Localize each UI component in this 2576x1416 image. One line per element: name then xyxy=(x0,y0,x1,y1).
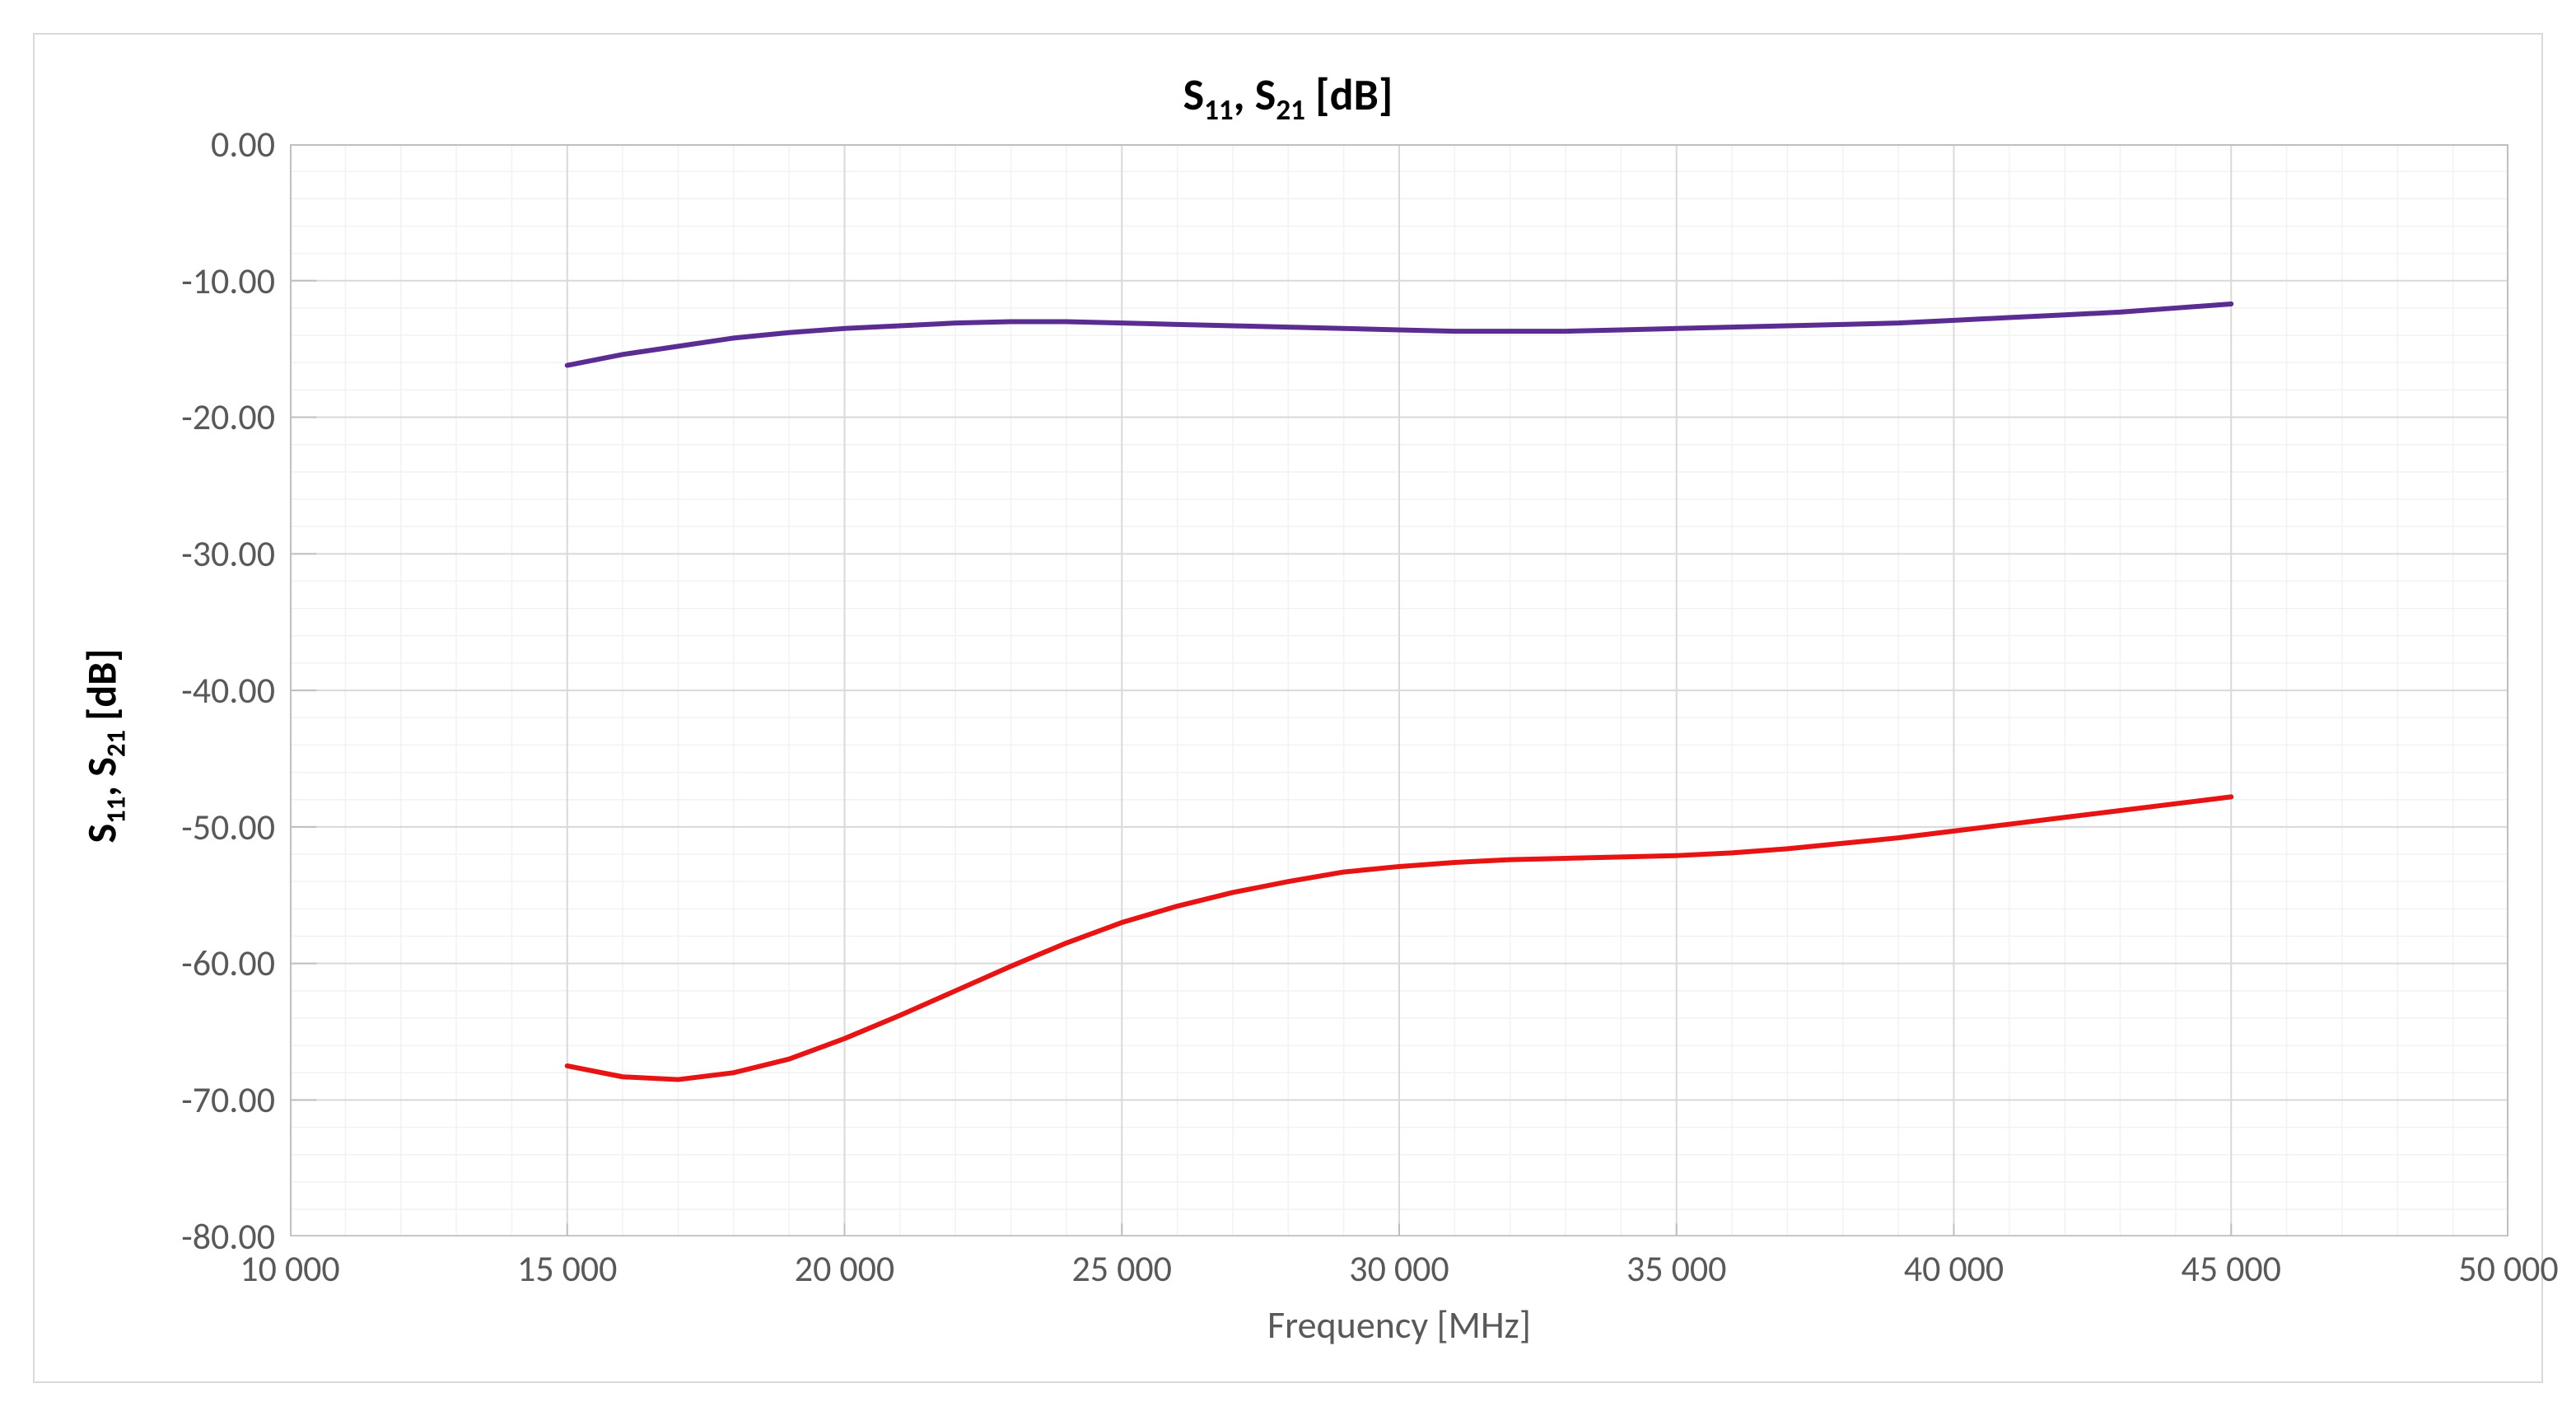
chart-outer-frame: S11, S21 [dB] S11, S21 [dB] 0.00 -10.00 -2… xyxy=(0,0,2576,1416)
y-tick-label: -60.00 xyxy=(181,941,275,985)
y-axis-label: S11, S21 [dB] xyxy=(77,649,133,844)
x-tick-label: 40 000 xyxy=(1904,1246,2004,1291)
x-axis-label-container: Frequency [MHz] xyxy=(290,1286,2508,1348)
plot-column: 10 00015 00020 00025 00030 00035 00040 0… xyxy=(290,144,2508,1348)
x-tick-label: 45 000 xyxy=(2182,1246,2281,1291)
plot-area xyxy=(290,144,2508,1236)
chart-body: S11, S21 [dB] 0.00-10.00-20.00-30.00-40.… xyxy=(68,144,2508,1348)
y-axis-label-container: S11, S21 [dB] xyxy=(68,144,142,1348)
y-tick-label: -40.00 xyxy=(181,668,275,713)
chart-frame: S11, S21 [dB] S11, S21 [dB] 0.00 -10.00 -2… xyxy=(33,33,2543,1383)
chart-title: S11, S21 [dB] xyxy=(68,68,2508,128)
y-tick-label: -50.00 xyxy=(181,805,275,849)
x-tick-label: 20 000 xyxy=(795,1246,894,1291)
y-tick-label: -10.00 xyxy=(181,259,275,303)
x-axis-ticks: 10 00015 00020 00025 00030 00035 00040 0… xyxy=(290,1236,2508,1286)
x-axis-label: Frequency [MHz] xyxy=(1267,1302,1531,1348)
x-tick-label: 10 000 xyxy=(240,1246,339,1291)
y-tick-label: 0.00 xyxy=(211,122,275,166)
y-axis-ticks: 0.00-10.00-20.00-30.00-40.00-50.00-60.00… xyxy=(142,144,290,1348)
x-tick-label: 50 000 xyxy=(2458,1246,2558,1291)
x-tick-label: 30 000 xyxy=(1349,1246,1449,1291)
x-tick-label: 25 000 xyxy=(1072,1246,1172,1291)
plot-svg xyxy=(290,144,2508,1236)
x-tick-label: 15 000 xyxy=(517,1246,617,1291)
y-tick-label: -30.00 xyxy=(181,531,275,576)
x-tick-label: 35 000 xyxy=(1626,1246,1726,1291)
y-tick-label: -70.00 xyxy=(181,1077,275,1122)
y-tick-label: -20.00 xyxy=(181,395,275,439)
